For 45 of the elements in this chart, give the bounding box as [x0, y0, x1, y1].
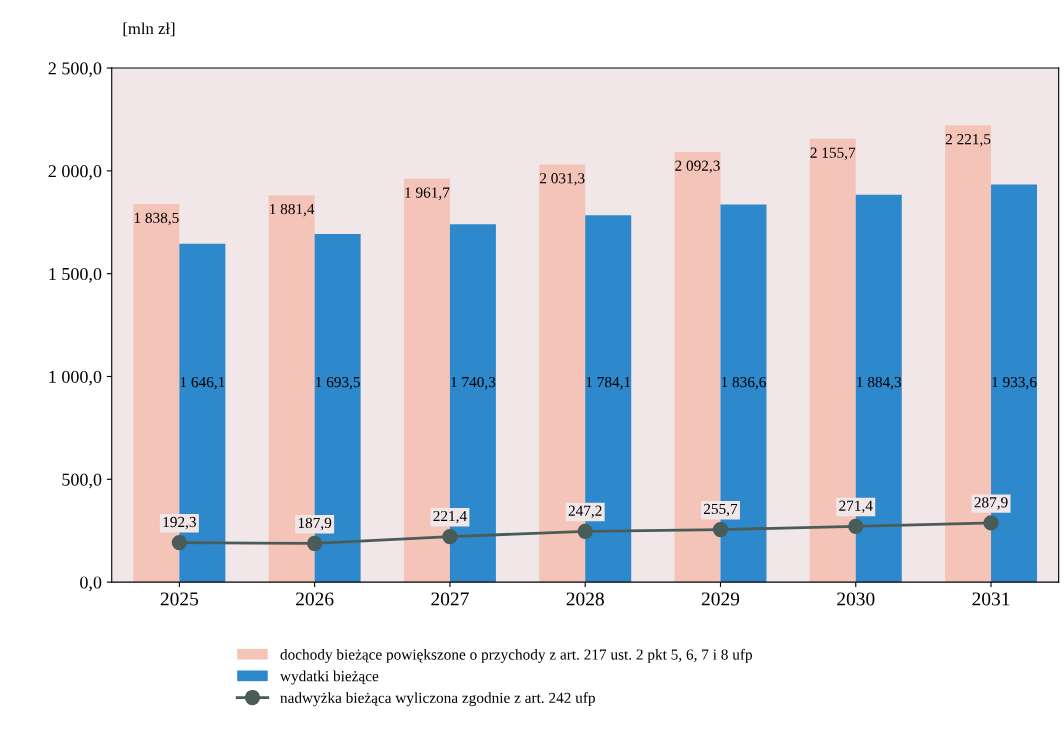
- y-tick-label: 1 000,0: [49, 370, 102, 386]
- point: [307, 535, 323, 552]
- data-label: 221,4: [433, 510, 467, 524]
- data-label: 1 836,6: [721, 376, 766, 390]
- x-tick-label: 2027: [431, 592, 469, 606]
- legend-label: wydatki bieżące: [279, 670, 379, 685]
- y-tick-label: 2 000,0: [48, 165, 102, 180]
- x-tick-label: 2029: [701, 592, 740, 606]
- y-tick-label: 1 500,0: [49, 267, 102, 283]
- y-axis-title: [mln zł]: [123, 22, 175, 37]
- point: [171, 534, 187, 551]
- data-label: 2 031,3: [539, 173, 585, 186]
- data-label: 1 933,6: [992, 376, 1037, 390]
- point: [983, 515, 999, 531]
- data-label: 1 784,1: [586, 376, 631, 390]
- data-label: 1 884,3: [857, 376, 902, 390]
- data-label: 1 881,4: [270, 203, 315, 217]
- x-tick-label: 2031: [972, 592, 1010, 606]
- legend-label: nadwyżka bieżąca wyliczona zgodnie z art. 242 ufp: [280, 692, 595, 707]
- data-label: 255,7: [703, 503, 738, 517]
- point: [442, 528, 458, 545]
- data-label: 271,4: [839, 500, 873, 514]
- data-label: 2 221,5: [945, 134, 991, 147]
- x-tick-label: 2025: [160, 592, 199, 606]
- data-label: 1 740,3: [451, 376, 496, 390]
- x-tick-label: 2026: [296, 592, 334, 606]
- data-label: 1 961,7: [405, 187, 450, 200]
- x-tick-label: 2030: [837, 592, 875, 606]
- data-label: 1 693,5: [316, 376, 360, 390]
- data-label: 1 646,1: [180, 376, 225, 390]
- y-tick-label: 2 500,0: [48, 62, 102, 78]
- x-tick-label: 2028: [566, 592, 604, 606]
- data-label: 1 838,5: [134, 212, 179, 226]
- legend-label: dochody bieżące powiększone o przychody z art. 217 ust. 2 pkt 5, 6, 7 i 8 ufp: [280, 648, 753, 663]
- point: [712, 521, 729, 538]
- y-tick-label: 500,0: [62, 473, 102, 489]
- y-tick-label: 0,0: [80, 576, 102, 592]
- point: [848, 518, 864, 534]
- data-label: 2 092,3: [675, 160, 720, 174]
- data-label: 247,2: [568, 505, 602, 519]
- data-label: 192,3: [163, 516, 196, 530]
- data-label: 287,9: [974, 497, 1008, 510]
- data-label: 187,9: [298, 517, 332, 531]
- point: [577, 523, 593, 539]
- data-label: 2 155,7: [810, 147, 856, 161]
